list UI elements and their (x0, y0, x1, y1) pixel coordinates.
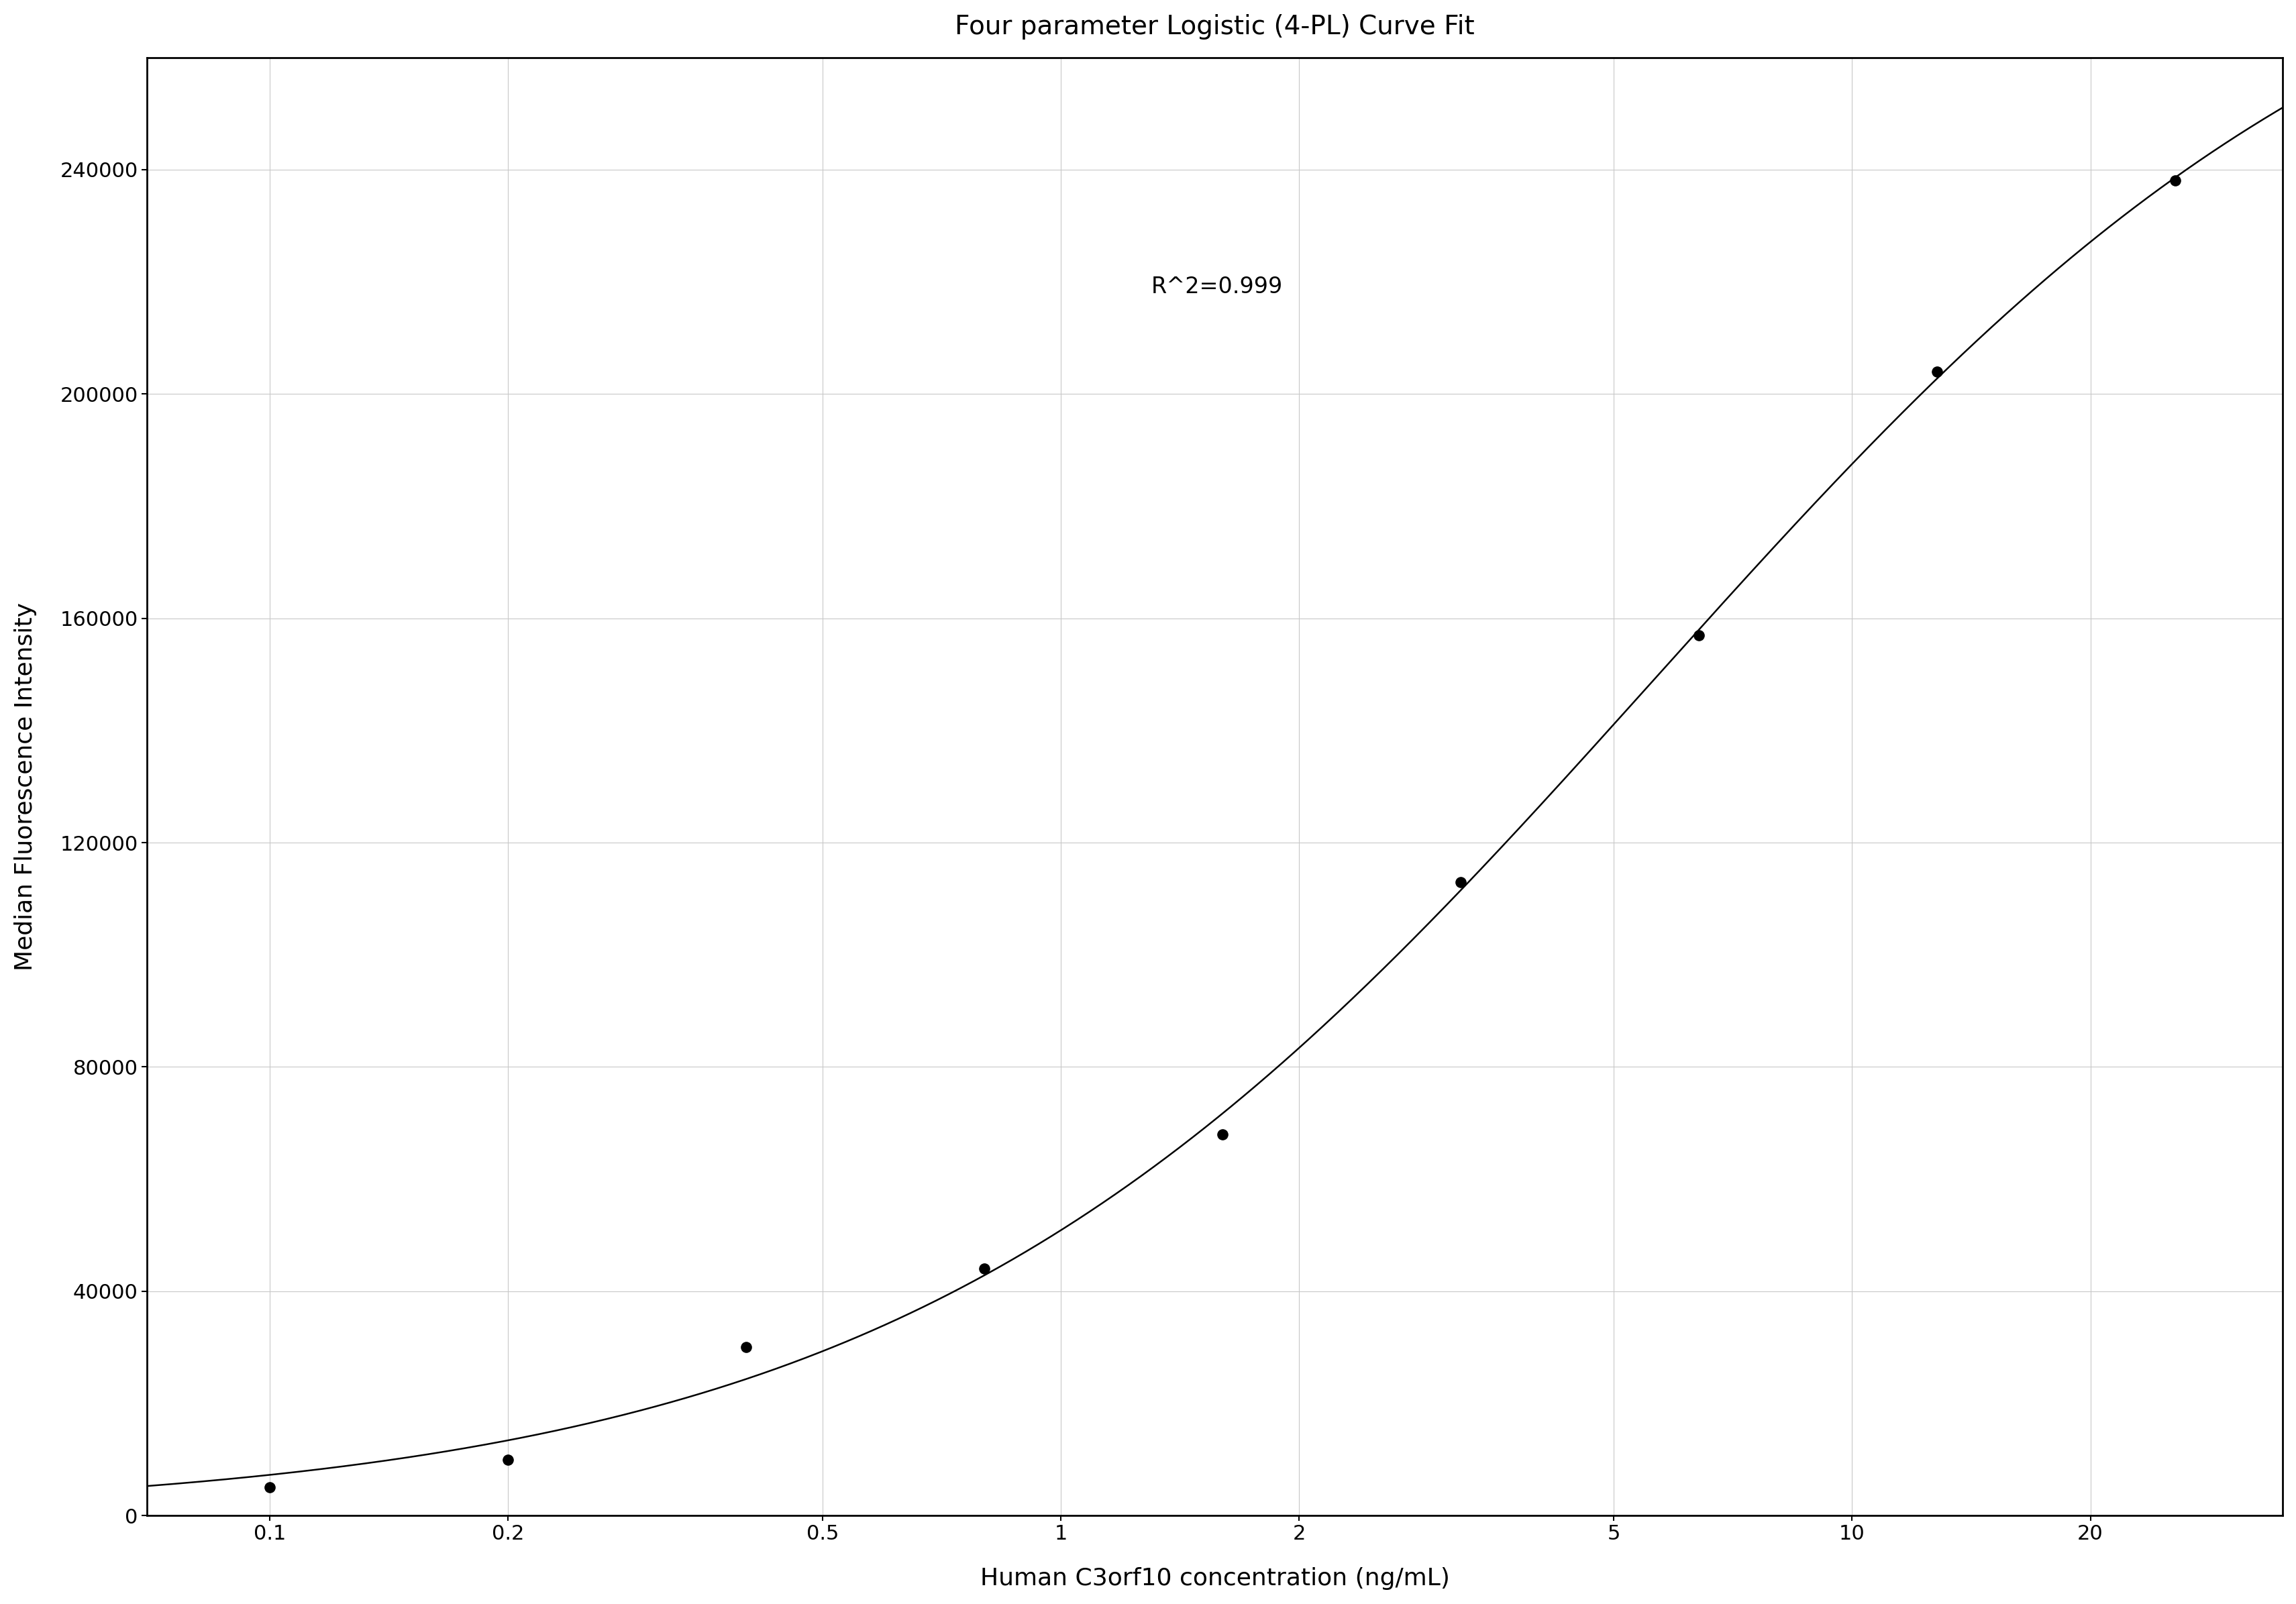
Y-axis label: Median Fluorescence Intensity: Median Fluorescence Intensity (14, 603, 37, 970)
Point (489, 1447, 526, 1472)
Point (1681, 622, 1717, 648)
Point (967, 1256, 1003, 1282)
Point (1917, 359, 1954, 385)
Title: Four parameter Logistic (4-PL) Curve Fit: Four parameter Logistic (4-PL) Curve Fit (955, 14, 1474, 40)
Point (1442, 869, 1479, 895)
Point (1203, 1121, 1240, 1147)
Point (728, 1335, 765, 1360)
Text: R^2=0.999: R^2=0.999 (1150, 276, 1281, 298)
Point (2156, 168, 2193, 194)
Point (250, 1474, 287, 1500)
X-axis label: Human C3orf10 concentration (ng/mL): Human C3orf10 concentration (ng/mL) (980, 1567, 1449, 1590)
